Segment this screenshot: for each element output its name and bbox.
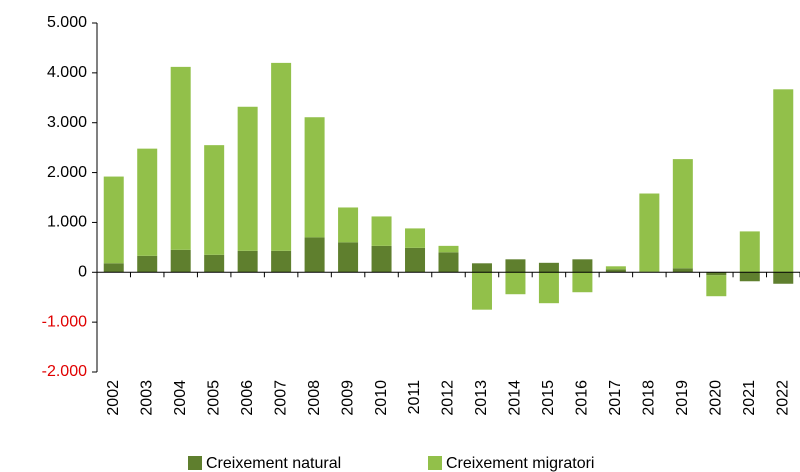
legend-label: Creixement migratori	[446, 455, 594, 472]
bar	[371, 216, 392, 246]
x-tick-label: 2014	[507, 380, 524, 416]
y-tick-label: 0	[78, 264, 87, 281]
bar	[338, 207, 359, 243]
bar	[605, 269, 626, 273]
bar	[605, 266, 626, 270]
bar	[271, 250, 292, 273]
bar	[137, 148, 158, 256]
bar	[237, 106, 258, 251]
bar	[237, 250, 258, 273]
bar	[304, 237, 325, 273]
bar	[471, 272, 492, 310]
x-tick-label: 2006	[239, 380, 256, 416]
x-tick-label: 2017	[607, 380, 624, 416]
y-tick-label: 5.000	[47, 14, 87, 31]
bar	[103, 263, 124, 273]
bar	[438, 252, 459, 273]
x-tick-label: 2004	[172, 380, 189, 416]
x-tick-label: 2003	[138, 380, 155, 416]
x-tick-label: 2019	[674, 380, 691, 416]
x-tick-label: 2022	[774, 380, 791, 416]
y-tick-label: -1.000	[42, 313, 87, 330]
x-tick-label: 2013	[473, 380, 490, 416]
bar	[405, 228, 426, 248]
bar	[505, 272, 526, 295]
bar	[271, 62, 292, 251]
bar	[405, 247, 426, 273]
bar	[672, 159, 693, 269]
bar	[739, 231, 760, 273]
y-tick-label: 1.000	[47, 214, 87, 231]
y-tick-label: -2.000	[42, 363, 87, 380]
x-tick-label: 2010	[373, 380, 390, 416]
bar	[572, 272, 593, 293]
x-tick-label: 2011	[406, 380, 423, 415]
legend-label: Creixement natural	[206, 455, 341, 472]
x-tick-label: 2020	[708, 380, 725, 416]
x-tick-label: 2008	[306, 380, 323, 416]
bar	[773, 272, 794, 284]
bar	[739, 272, 760, 282]
bar	[538, 272, 559, 304]
bar	[505, 259, 526, 273]
bar	[304, 117, 325, 238]
legend-swatch	[428, 456, 442, 470]
bar	[471, 263, 492, 273]
y-tick-label: 4.000	[47, 64, 87, 81]
bar	[538, 262, 559, 273]
bar	[170, 249, 191, 273]
legend-swatch	[188, 456, 202, 470]
x-tick-label: 2015	[540, 380, 557, 416]
bar	[672, 268, 693, 273]
y-tick-label: 3.000	[47, 114, 87, 131]
bar	[706, 272, 727, 276]
bar	[338, 242, 359, 273]
bar	[170, 66, 191, 250]
y-tick-label: 2.000	[47, 164, 87, 181]
bar	[572, 259, 593, 273]
bar	[204, 254, 225, 273]
bar	[137, 255, 158, 273]
bar	[204, 145, 225, 255]
bar	[103, 176, 124, 264]
x-tick-label: 2007	[272, 380, 289, 416]
bar	[371, 245, 392, 273]
x-tick-label: 2002	[105, 380, 122, 416]
x-tick-label: 2018	[641, 380, 658, 416]
x-tick-label: 2016	[574, 380, 591, 416]
x-tick-label: 2009	[339, 380, 356, 416]
bar	[773, 89, 794, 273]
x-tick-label: 2005	[205, 380, 222, 416]
bar	[438, 245, 459, 253]
bar	[706, 275, 727, 297]
bar	[639, 193, 660, 272]
x-tick-label: 2021	[741, 380, 758, 416]
x-tick-label: 2012	[440, 380, 457, 416]
